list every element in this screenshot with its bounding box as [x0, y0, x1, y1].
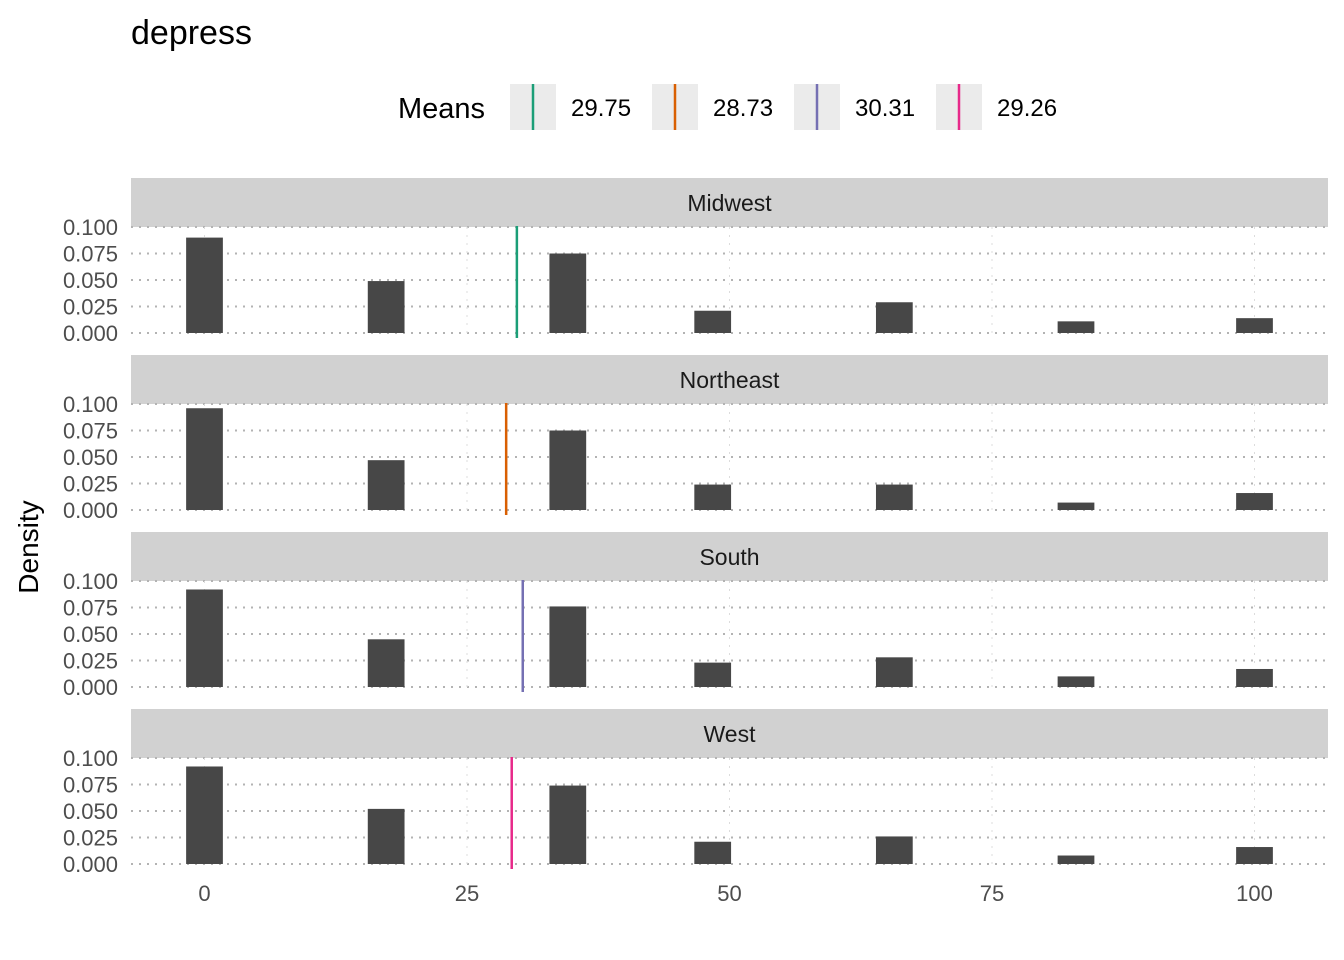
- histogram-bar: [875, 484, 913, 510]
- y-tick-label: 0.100: [63, 746, 118, 771]
- histogram-bar: [549, 253, 587, 333]
- y-tick-label: 0.100: [63, 569, 118, 594]
- x-tick-label: 25: [455, 881, 479, 906]
- means-legend: Means 29.75 28.73 30.31 29.26: [398, 84, 1057, 130]
- x-axis: 0 25 50 75 100: [198, 881, 1272, 906]
- histogram-bar: [549, 430, 587, 510]
- histogram-bar: [694, 310, 732, 333]
- x-tick-label: 75: [980, 881, 1004, 906]
- histogram-bar: [1057, 855, 1095, 864]
- x-tick-label: 50: [717, 881, 741, 906]
- y-tick-label: 0.100: [63, 215, 118, 240]
- facet-strip-label: West: [704, 721, 757, 747]
- legend-label: 28.73: [713, 95, 773, 122]
- chart-title: depress: [131, 14, 252, 52]
- legend-label: 29.75: [571, 95, 631, 122]
- legend-label: 30.31: [855, 95, 915, 122]
- y-tick-label: 0.050: [63, 799, 118, 824]
- y-tick-label: 0.075: [63, 242, 118, 267]
- histogram-bar: [694, 484, 732, 510]
- y-tick-label: 0.000: [63, 498, 118, 523]
- y-tick-label: 0.000: [63, 321, 118, 346]
- histogram-bar: [1236, 847, 1273, 864]
- histogram-bar: [1236, 318, 1273, 333]
- y-axis-label: Density: [13, 500, 44, 593]
- x-tick-label: 100: [1236, 881, 1273, 906]
- y-tick-label: 0.100: [63, 392, 118, 417]
- histogram-bar: [186, 408, 223, 510]
- histogram-bar: [1057, 502, 1095, 510]
- x-tick-label: 0: [198, 881, 210, 906]
- y-tick-label: 0.050: [63, 268, 118, 293]
- histogram-bar: [186, 589, 223, 687]
- y-tick-label: 0.025: [63, 472, 118, 497]
- legend-title: Means: [398, 93, 485, 125]
- y-tick-label: 0.025: [63, 649, 118, 674]
- facet-strip: [131, 355, 1328, 404]
- histogram-bar: [1057, 321, 1095, 333]
- histogram-bar: [186, 237, 223, 333]
- histogram-bar: [367, 639, 405, 687]
- y-tick-label: 0.050: [63, 445, 118, 470]
- facet-strip: [131, 532, 1328, 581]
- histogram-bar: [875, 836, 913, 864]
- facet-strip-label: Midwest: [687, 190, 772, 216]
- facet-strip-label: Northeast: [680, 367, 780, 393]
- y-tick-label: 0.025: [63, 826, 118, 851]
- histogram-bar: [1236, 493, 1273, 510]
- histogram-bar: [1057, 676, 1095, 687]
- y-tick-label: 0.050: [63, 622, 118, 647]
- y-tick-label: 0.075: [63, 773, 118, 798]
- facet-strip: [131, 709, 1328, 758]
- histogram-bar: [367, 460, 405, 510]
- histogram-bar: [367, 281, 405, 333]
- histogram-bar: [549, 606, 587, 687]
- histogram-bar: [367, 808, 405, 864]
- histogram-bar: [875, 302, 913, 333]
- histogram-bar: [694, 841, 732, 864]
- facet-strip-label: South: [699, 544, 759, 570]
- y-tick-label: 0.000: [63, 675, 118, 700]
- histogram-bar: [549, 785, 587, 864]
- histogram-bar: [694, 662, 732, 687]
- facet-strip: [131, 178, 1328, 227]
- histogram-bar: [875, 657, 913, 687]
- y-tick-label: 0.075: [63, 419, 118, 444]
- y-tick-label: 0.000: [63, 852, 118, 877]
- y-tick-label: 0.025: [63, 295, 118, 320]
- histogram-bar: [186, 766, 223, 864]
- facet-panels: Midwest0.0000.0250.0500.0750.100Northeas…: [63, 178, 1328, 877]
- legend-label: 29.26: [997, 95, 1057, 122]
- y-tick-label: 0.075: [63, 596, 118, 621]
- histogram-bar: [1236, 668, 1273, 687]
